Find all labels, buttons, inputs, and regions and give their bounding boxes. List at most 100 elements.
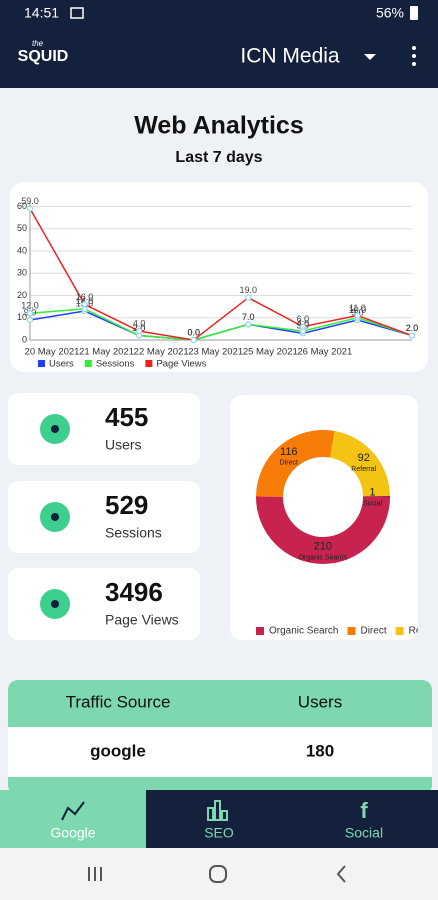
data-point	[136, 327, 143, 335]
dropdown-arrow[interactable]	[364, 54, 376, 60]
line-series	[29, 308, 413, 341]
slice-value: 116	[280, 446, 298, 458]
stat-icon-glyph	[51, 513, 59, 521]
stat-label: Page Views	[105, 612, 179, 628]
legend-label: Page Views	[156, 359, 206, 370]
nav-icon	[61, 801, 85, 821]
y-tick-label: 20	[17, 290, 27, 300]
legend-swatch	[38, 360, 45, 367]
legend-swatch	[84, 360, 92, 367]
data-label: 16.0	[76, 292, 94, 302]
data-point	[81, 301, 88, 308]
table-header: Users	[298, 692, 342, 711]
line-series	[29, 208, 413, 341]
x-tick-label: 23 May 2021	[188, 347, 243, 358]
data-label: 14.0	[76, 296, 94, 306]
nav-icon: f	[360, 798, 368, 823]
system-nav	[0, 848, 438, 900]
status-time: 14:51	[24, 5, 59, 21]
nav-tab-label[interactable]: Google	[50, 825, 95, 841]
y-tick-label: 0	[22, 334, 27, 344]
data-point	[408, 332, 416, 339]
data-label: 7.0	[242, 312, 255, 322]
data-label: 10.0	[349, 305, 367, 315]
data-point	[26, 316, 34, 324]
stat-card	[8, 568, 200, 640]
data-label: 2.0	[133, 323, 146, 333]
nav-tab-active[interactable]	[0, 790, 146, 848]
data-label: 19.0	[240, 285, 258, 295]
logo-small: the	[32, 39, 44, 48]
status-icon	[70, 7, 84, 19]
donut-slice	[330, 431, 390, 497]
data-label: 0.0	[187, 327, 200, 337]
stat-value: 3496	[105, 577, 163, 607]
account-selector[interactable]: ICN Media	[240, 45, 340, 68]
data-label: 0.0	[187, 327, 200, 337]
stat-icon-glyph	[51, 425, 59, 433]
x-tick-label: 26 May 2021	[297, 347, 352, 358]
legend-swatch	[347, 627, 356, 635]
table-row	[8, 727, 432, 777]
data-label: 9.0	[351, 307, 364, 317]
x-tick-label: 22 May 2021	[134, 347, 189, 358]
data-point	[354, 312, 361, 319]
x-tick-label: 21 May 2021	[79, 347, 134, 358]
slice-name: Social	[363, 500, 383, 507]
stat-card	[8, 393, 200, 465]
app-bar	[0, 0, 438, 88]
slice-name: Organic Search	[298, 554, 347, 561]
legend-label: Direct	[360, 626, 386, 637]
system-buttons[interactable]	[88, 865, 346, 883]
slice-name: Direct	[280, 460, 298, 467]
table-cell: google	[90, 741, 146, 760]
line-chart-card	[10, 182, 428, 372]
slice-value: 92	[358, 452, 370, 464]
data-label: 2.0	[133, 323, 146, 333]
data-label: 4.0	[297, 318, 310, 328]
data-point	[190, 336, 197, 344]
stat-icon-glyph	[51, 600, 59, 608]
table-header: Traffic Source	[66, 692, 171, 711]
status-battery: 56%	[376, 5, 404, 21]
stat-card	[8, 481, 200, 553]
donut: 210 Organic Search 116 Direct 92 Referral 1Soc…	[256, 429, 438, 637]
stat-label: Users	[105, 437, 142, 453]
stat-value: 455	[105, 402, 148, 432]
data-point	[245, 294, 252, 301]
battery-icon	[410, 6, 418, 20]
data-point	[26, 205, 34, 212]
menu-button[interactable]	[412, 46, 416, 66]
legend-label: Organic Search	[269, 626, 338, 637]
slice-value: 1	[369, 487, 375, 499]
donut-slice	[256, 496, 390, 565]
legend-label: Referral	[409, 626, 438, 637]
page-subtitle: Last 7 days	[175, 149, 262, 166]
data-label: 2.0	[406, 323, 419, 333]
legend-label: Users	[49, 359, 74, 370]
slice-value: 210	[314, 540, 332, 552]
data-point	[245, 321, 252, 328]
legend-swatch	[256, 627, 264, 635]
data-label: 0.0	[187, 327, 200, 337]
data-point	[26, 310, 34, 317]
legend-swatch	[145, 360, 153, 367]
data-label: 12.0	[21, 301, 39, 311]
data-label: 2.0	[406, 323, 419, 333]
y-tick-label: 10	[17, 312, 27, 322]
x-tick-label: 25 May 2021	[243, 347, 298, 358]
data-label: 11.0	[349, 303, 366, 313]
logo: SQUID	[18, 48, 69, 65]
nav-tab-label[interactable]: SEO	[204, 825, 234, 841]
y-tick-label: 50	[17, 223, 27, 233]
data-label: 2.0	[406, 323, 419, 333]
nav-icon	[207, 800, 228, 821]
nav-tab-label[interactable]: Social	[345, 825, 383, 841]
data-label: 59.0	[21, 196, 39, 206]
stat-label: Sessions	[105, 525, 162, 541]
x-tick-label: 20 May 2021	[25, 347, 80, 358]
data-label: 4.0	[133, 318, 146, 328]
legend-swatch	[395, 627, 404, 635]
y-tick-label: 60	[17, 201, 27, 211]
